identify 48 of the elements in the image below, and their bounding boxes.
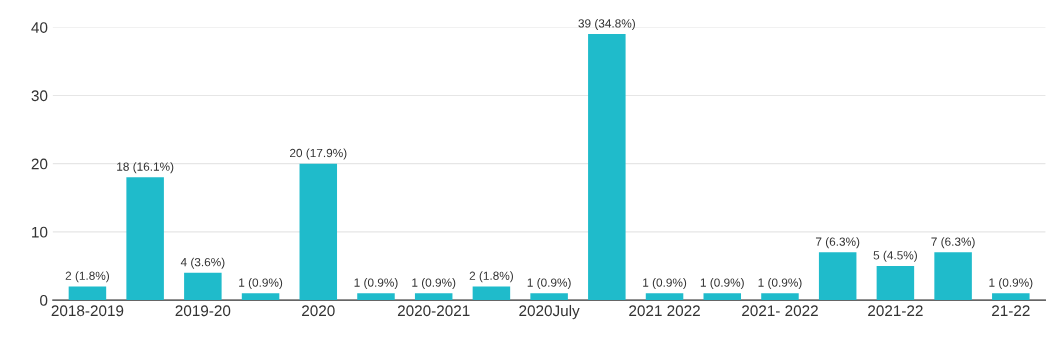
data-label: 39 (34.8%) (578, 18, 635, 30)
bar (992, 293, 1030, 301)
data-label: 1 (0.9%) (989, 278, 1033, 290)
data-label: 1 (0.9%) (354, 278, 398, 290)
data-label: 1 (0.9%) (239, 278, 283, 290)
bar (530, 293, 568, 301)
x-tick-label: 2020-2021 (397, 305, 470, 317)
bar (472, 286, 511, 301)
x-tick-label: 2020July (519, 304, 580, 320)
data-label: 7 (6.3%) (815, 237, 860, 249)
x-tick-label: 2019-20 (175, 305, 231, 317)
y-tick-label: 0 (40, 294, 48, 306)
x-tick-label: 2021-22 (868, 305, 923, 317)
bar (299, 163, 338, 301)
data-label: 2 (1.8%) (469, 271, 513, 283)
data-label: 1 (0.9%) (700, 278, 744, 290)
bar (645, 293, 684, 301)
data-label: 1 (0.9%) (643, 278, 687, 290)
data-label: 20 (17.9%) (290, 148, 347, 160)
bar (241, 293, 280, 301)
bar (934, 252, 972, 301)
x-tick-label: 2021 2022 (629, 305, 700, 317)
x-tick-label: 21-22 (992, 305, 1030, 317)
x-tick-label: 2020 (302, 305, 335, 317)
y-tick-label: 10 (32, 226, 48, 238)
data-label: 1 (0.9%) (758, 278, 802, 290)
bar (703, 293, 742, 301)
bar (818, 252, 857, 301)
y-tick-label: 20 (31, 158, 48, 170)
x-tick-label: 2021- 2022 (742, 305, 818, 317)
x-tick-label: 2018-2019 (51, 305, 124, 317)
bar (68, 286, 107, 301)
data-label: 1 (0.9%) (527, 278, 571, 290)
bar (184, 272, 222, 301)
bar (876, 265, 915, 301)
data-label: 4 (3.6%) (180, 257, 225, 269)
data-label: 2 (1.8%) (65, 271, 109, 283)
bar (126, 177, 164, 301)
data-label: 18 (16.1%) (117, 162, 174, 174)
bar (357, 293, 395, 301)
data-label: 7 (6.3%) (931, 237, 975, 249)
bar (414, 293, 453, 301)
y-tick-label: 40 (31, 22, 48, 33)
bar (588, 34, 626, 301)
data-label: 5 (4.5%) (873, 250, 917, 262)
bar (761, 293, 799, 301)
y-tick-label: 30 (31, 90, 48, 102)
data-label: 1 (0.9%) (412, 278, 456, 290)
